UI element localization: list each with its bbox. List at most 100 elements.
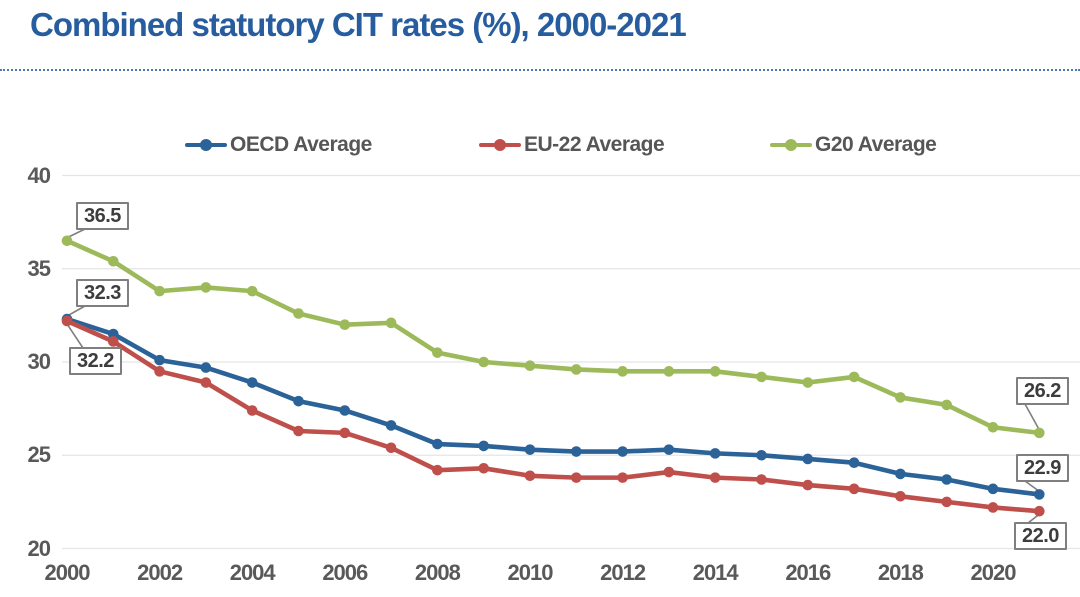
point-eu-22-average-2021 [1034,505,1045,517]
point-oecd-average-2004 [246,377,258,388]
point-g20-average-2011 [571,364,582,375]
annotation-g20-average-2000: 36.5 [76,202,129,230]
point-g20-average-2003 [200,282,212,293]
point-g20-average-2008 [432,347,443,358]
point-g20-average-2001 [108,255,119,267]
annotation-oecd-average-2000: 32.3 [76,279,129,307]
x-tick-label-2002: 2002 [137,560,183,585]
point-g20-average-2021 [1034,427,1045,439]
x-tick-label-2010: 2010 [507,560,554,585]
annotation-leader-line [66,228,86,239]
point-eu-22-average-2007 [385,442,397,454]
point-g20-average-2014 [709,366,721,377]
legend-line-dot-icon [770,138,812,152]
point-eu-22-average-2015 [756,474,767,485]
point-eu-22-average-2013 [663,466,675,478]
point-oecd-average-2009 [478,440,490,452]
legend-item-oecd-average: OECD Average [185,133,372,157]
point-oecd-average-2011 [571,446,582,457]
point-oecd-average-2019 [941,474,952,485]
annotation-eu-22-average-2021: 22.0 [1014,522,1067,550]
legend-dot-swatch [494,139,506,151]
series-line-oecd-average [64,316,1042,497]
point-oecd-average-2014 [709,448,721,459]
x-tick-label-2020: 2020 [970,560,1017,585]
y-tick-label-40: 40 [27,162,51,188]
point-g20-average-2020 [987,421,999,433]
legend-dot-swatch [785,139,797,151]
point-eu-22-average-2005 [293,425,304,437]
point-g20-average-2002 [154,285,165,297]
point-oecd-average-2006 [339,405,351,416]
legend-label: OECD Average [230,133,372,156]
point-g20-average-2015 [756,371,767,383]
point-g20-average-2004 [246,285,258,297]
point-eu-22-average-2012 [617,472,628,483]
title-divider [0,69,1080,71]
point-oecd-average-2015 [756,449,767,461]
y-tick-label-30: 30 [27,349,51,374]
point-oecd-average-2021 [1034,489,1045,500]
y-tick-label-35: 35 [27,255,51,281]
x-tick-label-2014: 2014 [692,560,739,585]
point-eu-22-average-2010 [524,470,536,482]
point-eu-22-average-2001 [108,336,119,347]
point-g20-average-2016 [802,377,814,388]
x-tick-label-2016: 2016 [785,560,831,585]
annotation-leader-line [66,323,84,349]
point-g20-average-2012 [617,366,628,377]
legend-dot-swatch [200,139,212,151]
x-tick-label-2018: 2018 [877,560,924,585]
legend-item-g20-average: G20 Average [770,133,937,157]
legend-item-eu-22-average: EU-22 Average [479,133,665,157]
point-oecd-average-2008 [432,438,443,450]
point-g20-average-2009 [478,356,490,368]
point-eu-22-average-2011 [571,472,582,483]
annotation-leader-line [1024,403,1041,431]
point-oecd-average-2016 [802,453,814,465]
point-oecd-average-2007 [385,420,397,431]
point-eu-22-average-2014 [709,472,721,483]
legend-line-dot-icon [479,138,521,152]
point-oecd-average-2020 [987,483,999,495]
point-g20-average-2013 [663,366,675,377]
point-eu-22-average-2008 [432,464,443,476]
y-tick-label-20: 20 [27,535,51,561]
x-tick-label-2012: 2012 [600,560,646,585]
x-tick-label-2004: 2004 [229,560,276,585]
annotation-eu-22-average-2000: 32.2 [69,347,122,375]
point-eu-22-average-2017 [848,483,860,495]
annotation-oecd-average-2021: 22.9 [1016,454,1069,482]
point-oecd-average-2002 [154,354,165,366]
point-eu-22-average-2018 [895,490,906,502]
y-tick-label-25: 25 [27,442,51,468]
point-eu-22-average-2009 [478,463,490,474]
point-eu-22-average-2000 [61,315,73,327]
annotation-g20-average-2021: 26.2 [1016,377,1069,405]
point-eu-22-average-2016 [802,479,814,491]
point-eu-22-average-2020 [987,502,999,513]
x-tick-label-2006: 2006 [322,560,368,585]
point-oecd-average-2012 [617,446,628,457]
point-eu-22-average-2004 [246,405,258,416]
point-eu-22-average-2003 [200,377,212,388]
chart-title: Combined statutory CIT rates (%), 2000-2… [30,6,687,43]
legend-label: G20 Average [815,133,937,156]
legend-label: EU-22 Average [524,133,665,156]
point-g20-average-2005 [293,308,304,319]
point-oecd-average-2010 [524,444,536,455]
x-tick-label-2000: 2000 [44,560,91,585]
point-eu-22-average-2019 [941,496,952,508]
point-g20-average-2019 [941,399,952,411]
point-oecd-average-2003 [200,362,212,373]
point-eu-22-average-2006 [339,427,351,439]
annotation-leader-line [1024,480,1040,493]
point-oecd-average-2017 [848,457,860,469]
x-tick-label-2008: 2008 [414,560,461,585]
point-g20-average-2017 [848,371,860,383]
annotation-leader-line [66,305,86,317]
point-oecd-average-2005 [293,395,304,407]
